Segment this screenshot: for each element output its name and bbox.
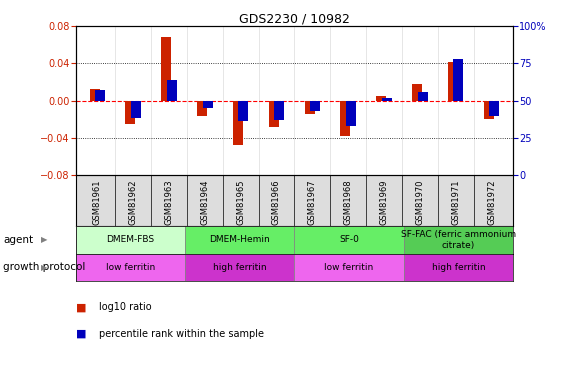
Text: low ferritin: low ferritin [325, 263, 374, 272]
Bar [167, 80, 177, 100]
Bar [233, 100, 243, 145]
Text: DMEM-Hemin: DMEM-Hemin [209, 236, 270, 244]
Bar [484, 100, 494, 119]
Text: GSM81971: GSM81971 [451, 179, 460, 225]
Bar [125, 100, 135, 124]
Text: ▶: ▶ [40, 236, 47, 244]
Bar [76, 226, 185, 254]
Bar [161, 38, 171, 100]
Text: GSM81969: GSM81969 [380, 179, 388, 225]
Bar [448, 62, 458, 100]
Text: GSM81965: GSM81965 [236, 179, 245, 225]
Bar [90, 88, 100, 101]
Bar [376, 96, 387, 100]
Bar [412, 84, 422, 100]
Text: GSM81968: GSM81968 [343, 179, 353, 225]
Bar [340, 100, 350, 136]
Title: GDS2230 / 10982: GDS2230 / 10982 [239, 12, 350, 25]
Text: DMEM-FBS: DMEM-FBS [106, 236, 154, 244]
Bar [454, 59, 463, 100]
Bar [202, 100, 213, 108]
Text: agent: agent [3, 235, 33, 245]
Text: percentile rank within the sample: percentile rank within the sample [99, 329, 264, 339]
Bar [310, 100, 320, 111]
Bar [294, 226, 403, 254]
Text: SF-FAC (ferric ammonium
citrate): SF-FAC (ferric ammonium citrate) [401, 230, 516, 249]
Bar [304, 100, 315, 114]
Text: log10 ratio: log10 ratio [99, 303, 152, 312]
Text: high ferritin: high ferritin [213, 263, 266, 272]
Bar [489, 100, 499, 116]
Text: GSM81962: GSM81962 [129, 179, 138, 225]
Text: SF-0: SF-0 [339, 236, 359, 244]
Bar [269, 100, 279, 127]
Bar [185, 226, 294, 254]
Text: GSM81972: GSM81972 [487, 179, 496, 225]
Text: GSM81970: GSM81970 [415, 179, 424, 225]
Bar [417, 92, 428, 100]
Bar [131, 100, 141, 118]
Text: low ferritin: low ferritin [106, 263, 155, 272]
Bar [403, 226, 513, 254]
Text: GSM81967: GSM81967 [308, 179, 317, 225]
Text: GSM81964: GSM81964 [201, 179, 209, 225]
Bar [197, 100, 207, 116]
Bar [403, 254, 513, 281]
Text: ▶: ▶ [40, 263, 47, 272]
Text: GSM81963: GSM81963 [164, 179, 174, 225]
Bar [382, 98, 392, 100]
Bar [294, 254, 403, 281]
Bar [76, 254, 185, 281]
Bar [274, 100, 285, 120]
Bar [95, 90, 105, 101]
Text: GSM81961: GSM81961 [93, 179, 102, 225]
Bar [346, 100, 356, 126]
Bar [185, 254, 294, 281]
Text: high ferritin: high ferritin [431, 263, 485, 272]
Text: GSM81966: GSM81966 [272, 179, 281, 225]
Text: ■: ■ [76, 329, 86, 339]
Bar [238, 100, 248, 122]
Text: ■: ■ [76, 303, 86, 312]
Text: growth protocol: growth protocol [3, 262, 85, 272]
